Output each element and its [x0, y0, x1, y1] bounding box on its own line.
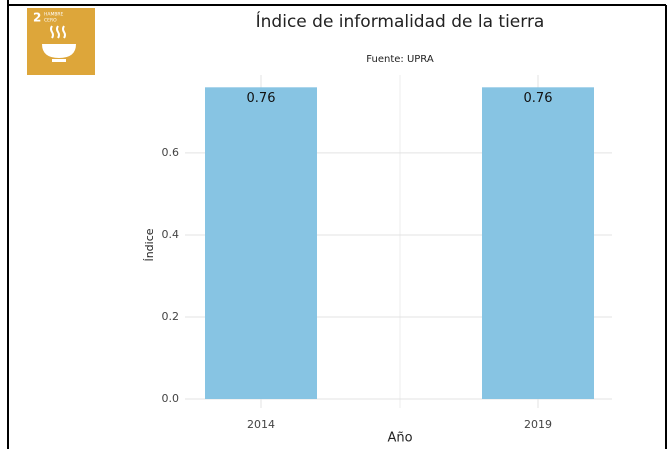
bowl	[42, 44, 76, 58]
bowl-base	[52, 59, 66, 62]
chart-title: Índice de informalidad de la tierra	[256, 10, 545, 32]
data-label: 0.76	[524, 91, 553, 106]
icon-label: CERO	[44, 18, 57, 24]
data-label: 0.76	[247, 91, 276, 106]
icon-background	[27, 8, 95, 75]
y-tick-label: 0.0	[162, 392, 180, 405]
x-tick-label: 2019	[524, 418, 552, 431]
chart-subtitle: Fuente: UPRA	[366, 54, 434, 65]
steam	[50, 25, 66, 39]
y-tick-label: 0.6	[162, 146, 180, 159]
x-axis-label: Año	[387, 431, 412, 446]
icon-number: 2	[33, 11, 41, 25]
sdg-icon: 2 HAMBRE CERO	[27, 8, 95, 75]
x-tick-label: 2014	[247, 418, 275, 431]
y-tick-label: 0.2	[162, 310, 180, 323]
bar	[205, 87, 317, 399]
y-tick-label: 0.4	[162, 228, 180, 241]
bar	[482, 87, 594, 399]
y-axis-label: Índice	[143, 228, 156, 261]
icon-label: HAMBRE	[44, 12, 64, 18]
